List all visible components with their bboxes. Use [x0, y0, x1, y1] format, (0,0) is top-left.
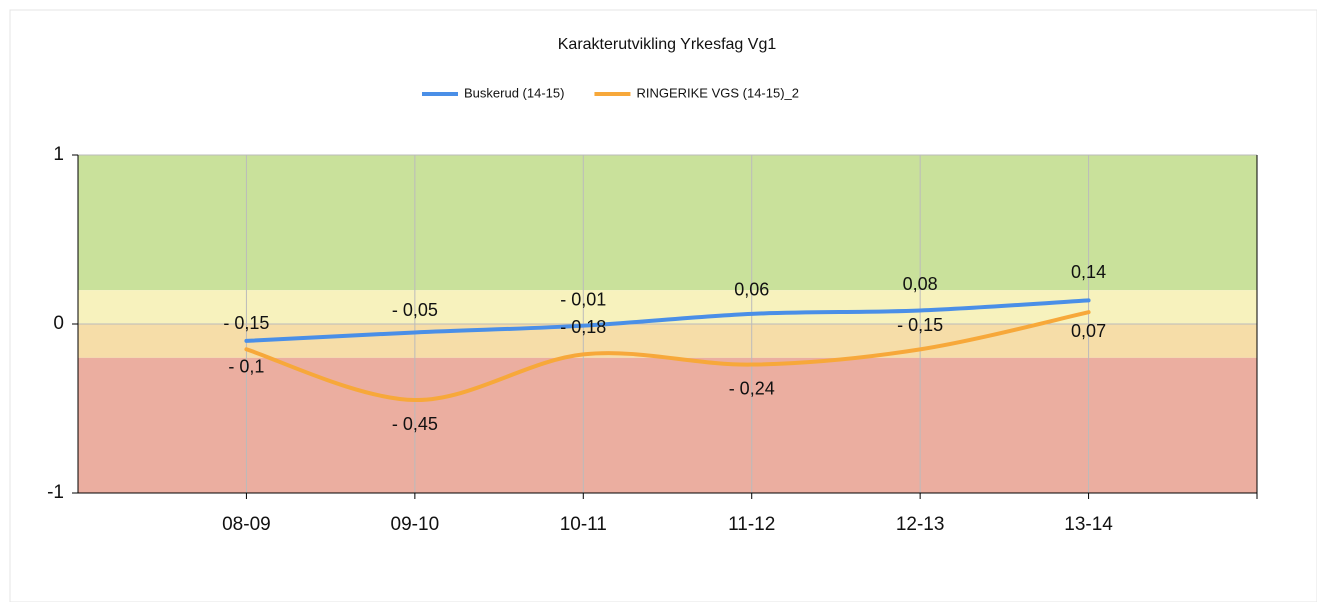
data-label: - 0,1: [228, 357, 264, 377]
series-line: [244, 298, 1091, 343]
data-label: - 0,18: [560, 317, 606, 337]
y-tick-label: -1: [47, 482, 64, 503]
x-tick-label: 11-12: [728, 514, 775, 535]
data-label: - 0,01: [560, 289, 606, 309]
band: [78, 357, 1257, 493]
x-tick-label: 09-10: [391, 514, 440, 535]
band: [78, 155, 1257, 291]
x-tick-label: 13-14: [1064, 514, 1113, 535]
data-label: 0,08: [903, 274, 938, 294]
chart-title: Karakterutvikling Yrkesfag Vg1: [558, 36, 777, 53]
data-label: 0,07: [1071, 321, 1106, 341]
data-label: 0,06: [734, 280, 769, 300]
data-label: - 0,05: [392, 300, 438, 320]
data-label: - 0,15: [897, 315, 943, 335]
data-label: 0,14: [1071, 262, 1106, 282]
y-tick-label: 1: [53, 144, 64, 165]
x-tick-label: 08-09: [222, 514, 271, 535]
y-tick-label: 0: [53, 313, 64, 334]
x-tick-label: 10-11: [560, 514, 607, 535]
data-label: - 0,45: [392, 414, 438, 434]
legend-label: Buskerud (14-15): [464, 85, 564, 100]
data-label: - 0,24: [729, 378, 775, 398]
legend-label: RINGERIKE VGS (14-15)_2: [636, 85, 799, 100]
x-tick-label: 12-13: [896, 514, 945, 535]
series-line: [244, 310, 1091, 403]
data-label: - 0,15: [223, 313, 269, 333]
